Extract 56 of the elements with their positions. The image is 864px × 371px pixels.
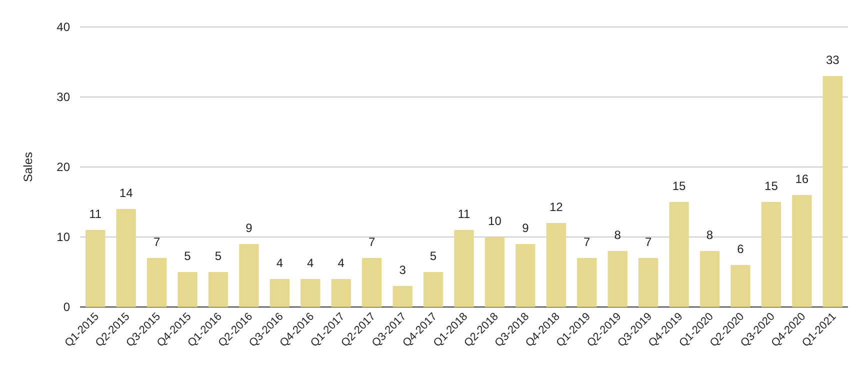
- bar: [669, 202, 689, 307]
- data-label: 9: [522, 221, 530, 235]
- data-label: 11: [458, 207, 471, 221]
- bar: [454, 230, 474, 307]
- bar: [392, 286, 412, 307]
- data-label: 4: [307, 256, 314, 270]
- data-label: 15: [672, 179, 686, 193]
- y-axis-title: Sales: [21, 152, 35, 182]
- data-label: 5: [214, 249, 222, 263]
- bar: [638, 258, 658, 307]
- bar: [300, 279, 320, 307]
- data-label: 6: [737, 242, 744, 256]
- y-tick-label: 40: [56, 20, 70, 34]
- y-tick-label: 30: [56, 90, 70, 104]
- y-tick-label: 0: [63, 300, 70, 314]
- bar: [178, 272, 198, 307]
- data-label: 16: [795, 172, 809, 186]
- data-label: 12: [549, 200, 564, 214]
- bar: [761, 202, 782, 307]
- bar: [208, 272, 228, 307]
- data-label: 11: [89, 207, 102, 221]
- data-label: 5: [430, 249, 437, 263]
- y-tick-label: 10: [56, 230, 70, 244]
- bar: [270, 279, 290, 307]
- data-label: 7: [368, 235, 376, 249]
- bar: [792, 195, 812, 307]
- bar: [239, 244, 259, 307]
- bar: [484, 237, 505, 307]
- data-label: 8: [706, 228, 714, 242]
- data-label: 4: [338, 256, 345, 270]
- bar: [362, 258, 382, 307]
- data-label: 7: [584, 235, 591, 249]
- bar: [822, 76, 842, 307]
- data-label: 15: [764, 179, 778, 193]
- bar: [331, 279, 351, 307]
- data-label: 33: [826, 53, 840, 67]
- y-tick-label: 20: [56, 160, 70, 174]
- data-label: 3: [399, 263, 406, 277]
- data-label: 7: [644, 235, 652, 249]
- bar: [86, 230, 106, 307]
- bar: [546, 223, 566, 307]
- bar: [516, 244, 536, 307]
- bar: [700, 251, 720, 307]
- bar: [423, 272, 444, 307]
- data-label: 14: [119, 186, 134, 200]
- data-label: 4: [276, 256, 284, 270]
- bar: [116, 209, 136, 307]
- bar: [608, 251, 628, 307]
- bar: [577, 258, 597, 307]
- data-label: 9: [246, 221, 253, 235]
- data-label: 8: [614, 228, 622, 242]
- data-label: 7: [153, 235, 160, 249]
- bar: [730, 265, 750, 307]
- data-label: 5: [184, 249, 192, 263]
- data-label: 10: [488, 214, 502, 228]
- bar: [146, 258, 167, 307]
